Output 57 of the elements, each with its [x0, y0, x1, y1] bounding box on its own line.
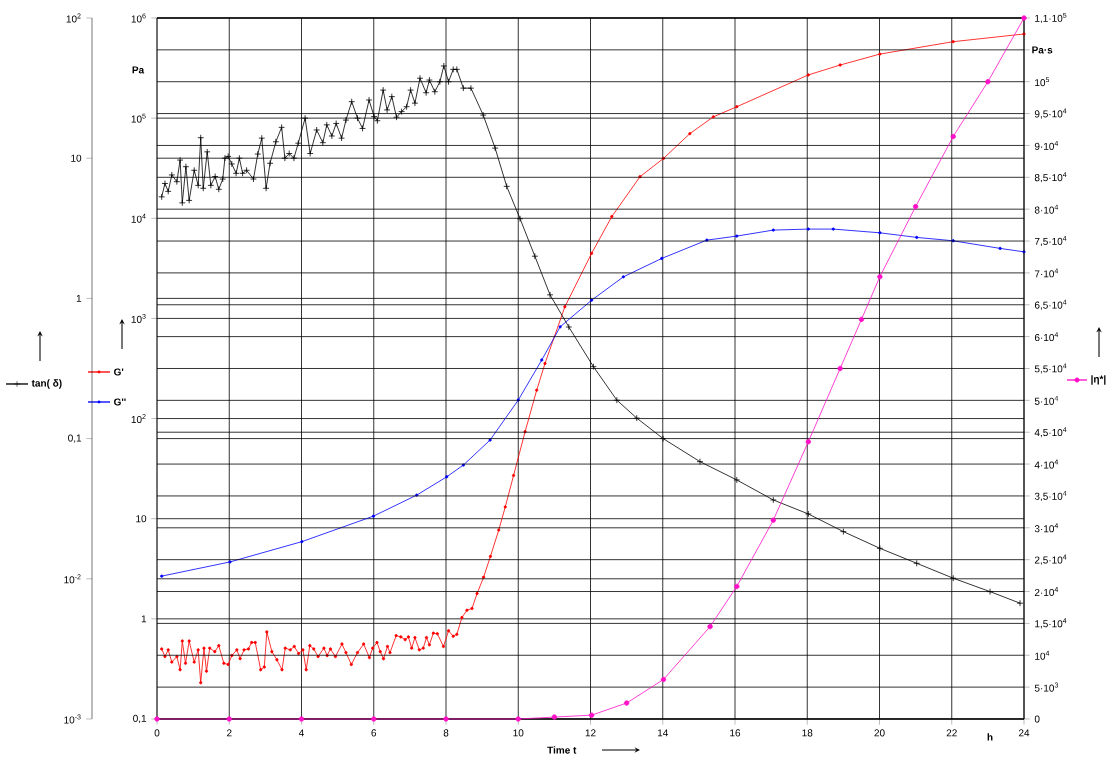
- y2-tick-label: 5·10$^{3}$: [1034, 682, 1059, 692]
- y-tick-label: 0,1: [133, 714, 147, 724]
- x-tick-label: 14: [657, 729, 669, 737]
- x-tick-label: 18: [802, 729, 813, 737]
- y2-tick-label: 9,5·10$^{4}$: [1034, 108, 1067, 119]
- y-tick-label: 10$^{4}$: [131, 213, 146, 223]
- y2-tick-label: 7,5·10$^{4}$: [1034, 235, 1067, 247]
- y2-tick-label: 1,1·10$^{5}$: [1035, 12, 1067, 24]
- text: h: [987, 733, 993, 741]
- y2-tick-label: 5·10$^{4}$: [1034, 395, 1059, 405]
- y-tick-label: 10: [136, 515, 147, 523]
- x-axis-title: Time t: [547, 746, 577, 754]
- y2-tick-label: 6,5·10$^{4}$: [1034, 299, 1067, 310]
- y-tick-label: 10$^{5}$: [131, 113, 146, 123]
- x-tick-label: 24: [1018, 729, 1030, 737]
- y-axis-title: Pa: [132, 66, 145, 74]
- y2-tick-label: 1,5·10$^{4}$: [1035, 618, 1067, 629]
- y2-tick-label: 10$^{5}$: [1035, 77, 1050, 87]
- y2-tick-label: 6·10$^{4}$: [1034, 332, 1059, 342]
- y-tick-label: 10$^{2}$: [66, 13, 81, 23]
- x-tick-label: 0: [154, 729, 160, 737]
- legend-label: G'': [114, 398, 126, 406]
- y2-tick-label: 0: [1034, 715, 1040, 723]
- y-tick-label: 10$^{-2}$: [64, 574, 81, 584]
- y-tick-label: 1: [141, 615, 147, 623]
- y-tick-label: 10$^{6}$: [131, 13, 146, 23]
- x-tick-label: 12: [585, 729, 596, 737]
- y2-tick-label: 4,5·10$^{4}$: [1034, 427, 1067, 438]
- y-tick-label: 1: [76, 294, 82, 302]
- y2-tick-label: 4·10$^{4}$: [1034, 459, 1059, 469]
- x-tick-label: 22: [946, 729, 957, 737]
- x-tick-label: 6: [371, 729, 377, 737]
- x-tick-label: 2: [226, 729, 232, 737]
- x-tick-label: 4: [298, 729, 304, 737]
- y2-tick-label: 7·10$^{4}$: [1034, 268, 1059, 278]
- y2-tick-label: 5,5·10$^{4}$: [1034, 363, 1067, 374]
- y2-tick-label: 8,5·10$^{4}$: [1034, 172, 1067, 183]
- x-tick-label: 20: [874, 729, 885, 737]
- y2-axis-title: Pa·s: [1032, 46, 1053, 54]
- x-tick-label: 8: [443, 729, 449, 737]
- y2-tick-label: 2·10$^{4}$: [1034, 587, 1059, 597]
- y2-tick-label: 3·10$^{4}$: [1034, 523, 1059, 533]
- legend-label: G': [114, 368, 124, 376]
- y2-tick-label: 2,5·10$^{4}$: [1034, 554, 1067, 565]
- y-tick-label: 10$^{3}$: [131, 313, 146, 323]
- x-tick-label: 10: [513, 729, 524, 737]
- y-tick-label: 10: [71, 154, 82, 162]
- y2-tick-label: 3,5·10$^{4}$: [1034, 490, 1067, 501]
- y-tick-label: 10$^{-3}$: [64, 714, 81, 724]
- y-tick-label: 0,1: [68, 434, 82, 443]
- x-tick-label: 16: [730, 729, 741, 737]
- y-tick-label: 10$^{2}$: [131, 414, 146, 424]
- legend-label: tan( δ): [31, 379, 62, 389]
- y2-tick-label: 8·10$^{4}$: [1034, 204, 1059, 214]
- legend-label: |η*|: [1091, 375, 1106, 385]
- y2-tick-label: 9·10$^{4}$: [1034, 140, 1059, 150]
- y2-tick-label: 10$^{4}$: [1035, 650, 1050, 660]
